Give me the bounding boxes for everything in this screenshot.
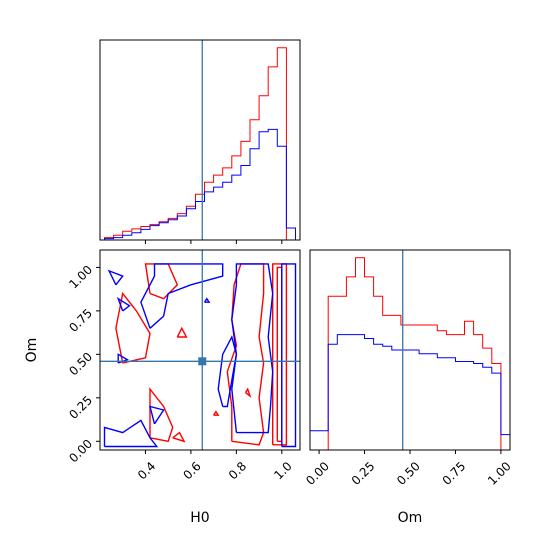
contour-red-level-line: [115, 291, 151, 364]
h0-histogram-blue-series-line: [104, 128, 296, 240]
om-histogram-red-series-line: [310, 257, 510, 451]
contour-blue-level-line: [107, 269, 124, 286]
truth-marker: [198, 357, 207, 366]
contour-series: [103, 263, 297, 448]
om-axis-label-x: Om: [398, 510, 423, 526]
contour-blue-level-line: [203, 297, 211, 303]
contour-blue-level-line: [149, 405, 165, 425]
contour-red-level-line: [244, 387, 252, 399]
om-histogram-blue-series-line: [309, 334, 511, 450]
contour-red-level-line: [213, 410, 220, 416]
om-histogram-series: [309, 257, 511, 451]
contour-red-level-line: [172, 431, 186, 443]
contour-blue-level-line: [217, 335, 238, 408]
contour-blue-level-line: [116, 297, 131, 312]
h0-axis-label: H0: [190, 510, 209, 526]
contour-blue-level-line: [103, 419, 159, 448]
contour-red-level-line: [149, 387, 174, 443]
contour-frame: [99, 249, 301, 451]
contour-blue-level-line: [281, 263, 297, 448]
h0-histogram-red-series-line: [104, 47, 296, 241]
contour-red-level-line: [176, 326, 188, 338]
h0-histogram-frame: [99, 39, 301, 241]
om-histogram-frame: [309, 249, 511, 451]
contour-red-level-line: [144, 263, 179, 300]
contour-blue-level-line: [140, 263, 224, 329]
h0-histogram-series: [104, 47, 296, 241]
om-axis-label-y: Om: [24, 338, 40, 363]
h0-histogram-x-ticks: [144, 240, 283, 244]
h0-histogram-panel: [99, 39, 301, 244]
